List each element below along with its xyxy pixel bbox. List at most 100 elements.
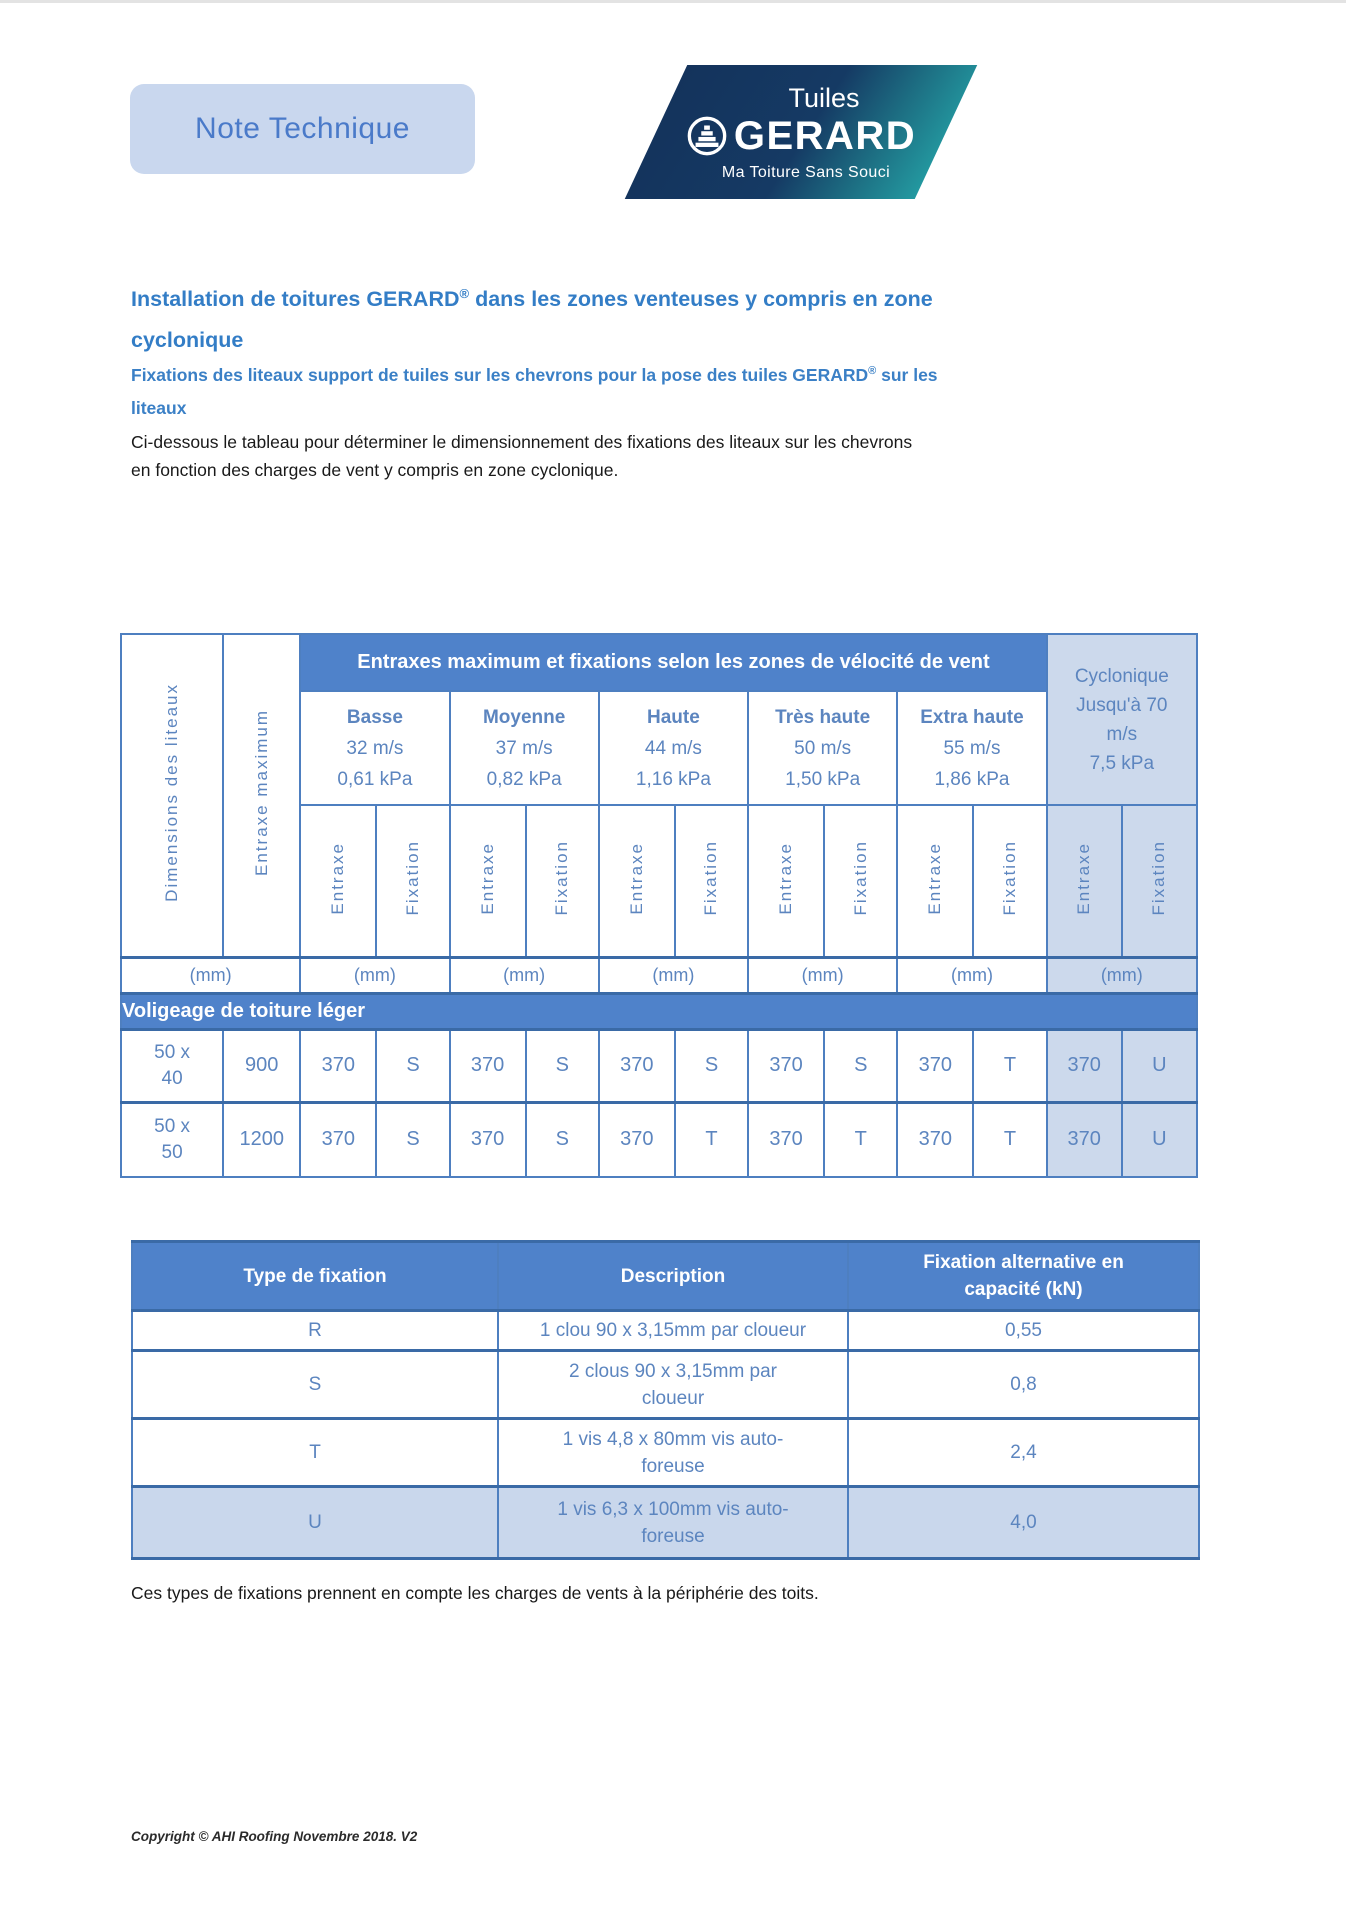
header-capacity: Fixation alternative en capacité (kN) <box>847 1240 1200 1312</box>
zone-name: Extra haute <box>920 706 1024 728</box>
subheader-entraxe: Entraxe <box>448 804 527 958</box>
subheader-fixation: Fixation <box>524 804 600 958</box>
value-cell: 370 <box>896 1100 975 1178</box>
value-cell: 370 <box>597 1100 676 1178</box>
unit-cell: (mm) <box>299 955 451 994</box>
subheader-fixation: Fixation <box>673 804 750 958</box>
subheader-fixation-cyclonic: Fixation <box>1120 804 1199 958</box>
zone-speed: 44 m/s <box>644 737 702 759</box>
fixation-label: Fixation <box>1149 840 1169 917</box>
table-row-50x40: 50 x 40 900 370 S 370 S 370 S 370 S 370 … <box>119 1027 1199 1103</box>
doc-title-text-2: dans les zones venteuses y compris en zo… <box>131 287 933 353</box>
value-cell: 370 <box>747 1100 826 1178</box>
zone-header-basse: Basse 32 m/s 0,61 kPa <box>299 690 451 806</box>
zone-speed: 32 m/s <box>346 737 404 759</box>
entraxe-max-value: 1200 <box>222 1100 302 1178</box>
roof-tile-icon <box>687 116 727 155</box>
capacity-cell: 0,55 <box>847 1309 1200 1352</box>
value-cell-cyclonic: U <box>1120 1100 1199 1178</box>
dim-cell: 50 x 50 <box>119 1100 225 1178</box>
header-type: Type de fixation <box>131 1240 499 1312</box>
logo-name-row: GERARD <box>686 113 917 158</box>
doc-title-text: Installation de toitures GERARD <box>131 287 460 312</box>
entraxe-label: Entraxe <box>477 841 497 915</box>
zone-name: Très haute <box>775 706 871 728</box>
wind-zone-table: Dimensions des liteaux Entraxe maximum E… <box>119 633 1199 1178</box>
subheader-fixation: Fixation <box>972 804 1048 958</box>
desc-cell: 1 vis 6,3 x 100mm vis auto- foreuse <box>497 1485 849 1560</box>
value-cell: 370 <box>299 1100 378 1178</box>
entraxe-max-value: 900 <box>222 1027 302 1103</box>
capacity-cell: 4,0 <box>847 1485 1200 1560</box>
zone-pressure: 0,61 kPa <box>337 768 413 790</box>
entraxe-label: Entraxe <box>1074 841 1094 915</box>
zone-pressure: 1,16 kPa <box>635 768 711 790</box>
type-cell: R <box>131 1309 499 1352</box>
subheader-entraxe: Entraxe <box>597 804 676 958</box>
logo-tagline: Ma Toiture Sans Souci <box>721 163 891 181</box>
doc-subtitle: Fixations des liteaux support de tuiles … <box>131 355 1111 425</box>
type-cell: S <box>131 1349 499 1420</box>
entraxe-label: Entraxe <box>328 841 348 915</box>
value-cell-cyclonic: 370 <box>1045 1027 1123 1103</box>
capacity-cell: 0,8 <box>847 1349 1200 1420</box>
zone-speed: 50 m/s <box>794 737 852 759</box>
intro-paragraph: Ci-dessous le tableau pour déterminer le… <box>131 432 913 480</box>
zone-name: Moyenne <box>482 706 566 728</box>
dimensions-header-label: Dimensions des liteaux <box>162 683 182 903</box>
subheader-entraxe: Entraxe <box>896 804 975 958</box>
value-cell: 370 <box>747 1027 826 1103</box>
value-cell: T <box>673 1100 750 1178</box>
fixation-row-T: T 1 vis 4,8 x 80mm vis auto- foreuse 2,4 <box>131 1417 1200 1488</box>
fixation-row-U: U 1 vis 6,3 x 100mm vis auto- foreuse 4,… <box>131 1485 1200 1560</box>
value-cell: 370 <box>448 1027 527 1103</box>
note-badge: Note Technique <box>130 84 475 174</box>
doc-title: Installation de toitures GERARD® dans le… <box>131 273 1111 361</box>
subheader-entraxe: Entraxe <box>299 804 378 958</box>
value-cell: S <box>375 1100 451 1178</box>
unit-cell-cyclonic: (mm) <box>1045 955 1199 994</box>
entraxe-max-header-label: Entraxe maximum <box>251 709 271 877</box>
unit-cell: (mm) <box>896 955 1048 994</box>
fixation-label: Fixation <box>850 840 870 917</box>
zone-name: Haute <box>647 706 700 728</box>
entraxe-label: Entraxe <box>626 841 646 915</box>
value-cell: 370 <box>597 1027 676 1103</box>
table-banner: Entraxes maximum et fixations selon les … <box>299 633 1048 692</box>
value-cell: 370 <box>896 1027 975 1103</box>
zone-speed: 37 m/s <box>495 737 553 759</box>
subheader-fixation: Fixation <box>823 804 899 958</box>
entraxe-label: Entraxe <box>925 841 945 915</box>
section-header: Voligeage de toiture léger <box>120 991 1198 1030</box>
table-row-50x50: 50 x 50 1200 370 S 370 S 370 T 370 T 370… <box>119 1100 1199 1178</box>
entraxe-label: Entraxe <box>776 841 796 915</box>
value-cell: S <box>673 1027 750 1103</box>
fixation-label: Fixation <box>701 840 721 917</box>
value-cell: S <box>524 1100 600 1178</box>
value-cell: T <box>972 1027 1048 1103</box>
fixation-row-R: R 1 clou 90 x 3,15mm par cloueur 0,55 <box>131 1309 1200 1352</box>
zone-header-haute: Haute 44 m/s 1,16 kPa <box>597 690 750 806</box>
zone-header-moyenne: Moyenne 37 m/s 0,82 kPa <box>448 690 600 806</box>
zone-pressure: 1,86 kPa <box>934 768 1010 790</box>
subheader-fixation: Fixation <box>375 804 451 958</box>
desc-cell: 2 clous 90 x 3,15mm par cloueur <box>497 1349 849 1420</box>
logo-brand-name: GERARD <box>733 113 917 158</box>
dim-cell: 50 x 40 <box>119 1027 225 1103</box>
type-cell: U <box>131 1485 499 1560</box>
value-cell-cyclonic: 370 <box>1045 1100 1123 1178</box>
fixation-types-table: Type de fixation Description Fixation al… <box>131 1240 1200 1560</box>
subheader-entraxe-cyclonic: Entraxe <box>1045 804 1123 958</box>
fixation-label: Fixation <box>402 840 422 917</box>
zone-pressure: 0,82 kPa <box>486 768 562 790</box>
logo-tuiles-label: Tuiles <box>788 82 860 113</box>
note-badge-label: Note Technique <box>195 112 410 145</box>
zone-pressure: 1,50 kPa <box>785 768 861 790</box>
value-cell: S <box>375 1027 451 1103</box>
entraxe-max-header-cell: Entraxe maximum <box>222 633 302 958</box>
cyclonic-header-cell: Cyclonique Jusqu'à 70 m/s 7,5 kPa <box>1045 633 1199 806</box>
desc-cell: 1 clou 90 x 3,15mm par cloueur <box>497 1309 849 1352</box>
registered-mark: ® <box>868 365 877 377</box>
footer-copyright: Copyright © AHI Roofing Novembre 2018. V… <box>131 1829 418 1844</box>
value-cell: 370 <box>448 1100 527 1178</box>
